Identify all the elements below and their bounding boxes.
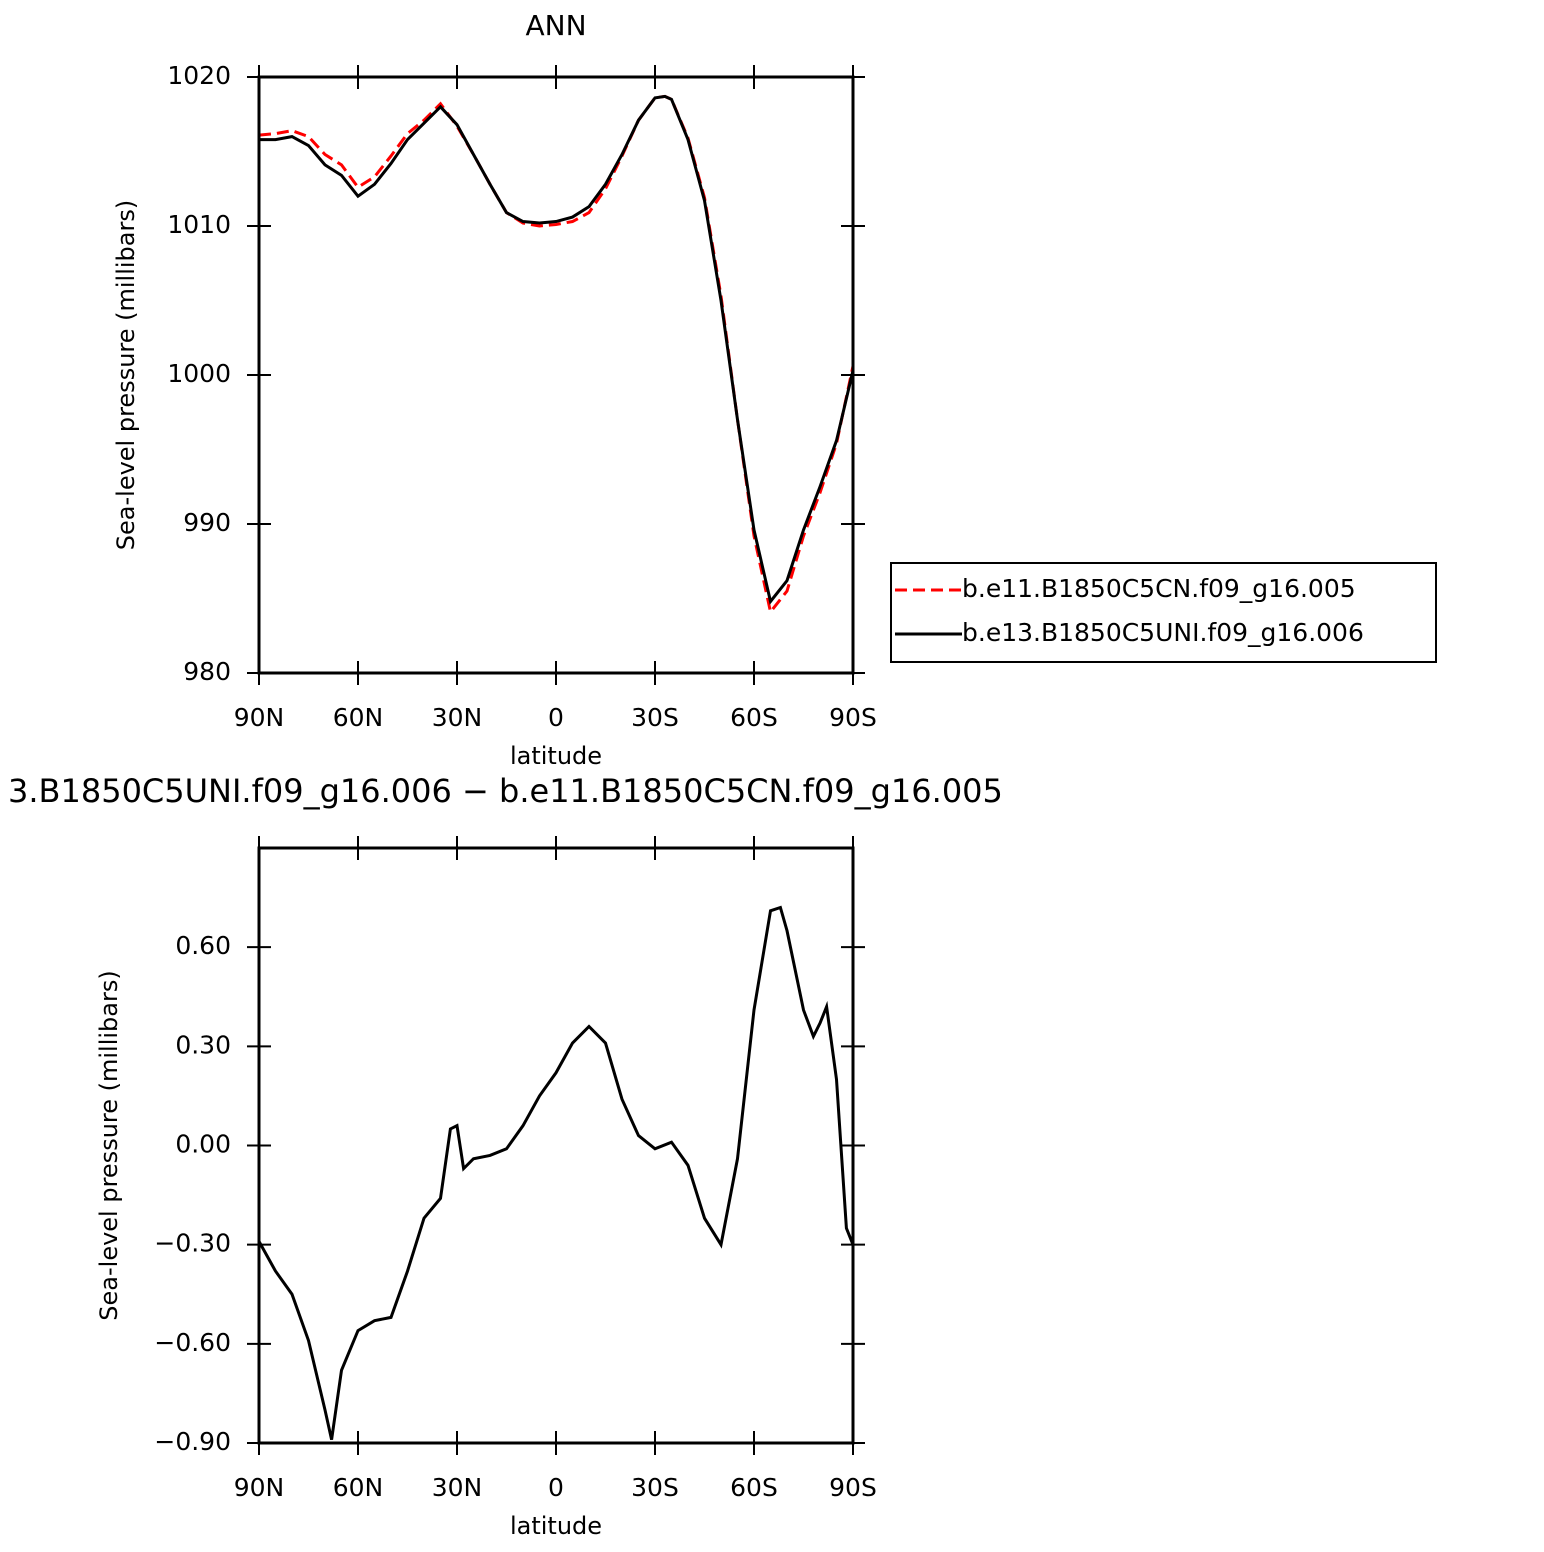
y-axis-label: Sea-level pressure (millibars) xyxy=(112,200,140,550)
y-tick-label: 980 xyxy=(183,657,231,686)
x-tick-label: 0 xyxy=(548,703,564,732)
x-tick-label: 30S xyxy=(631,1473,679,1502)
chart-title: ANN xyxy=(525,9,586,42)
y-tick-label: 1010 xyxy=(167,210,231,239)
y-tick-label: 1020 xyxy=(167,61,231,90)
x-tick-label: 90N xyxy=(234,1473,285,1502)
x-axis-label: latitude xyxy=(510,1512,602,1540)
legend-box xyxy=(890,562,1437,663)
y-axis-label: Sea-level pressure (millibars) xyxy=(95,970,123,1320)
y-tick-label: 1000 xyxy=(167,359,231,388)
legend-label: b.e13.B1850C5UNI.f09_g16.006 xyxy=(962,618,1364,647)
x-axis-label: latitude xyxy=(510,742,602,770)
y-tick-label: −0.60 xyxy=(154,1328,231,1357)
y-tick-label: 990 xyxy=(183,508,231,537)
x-tick-label: 30N xyxy=(432,703,483,732)
x-tick-label: 60S xyxy=(730,703,778,732)
x-tick-label: 30N xyxy=(432,1473,483,1502)
y-tick-label: −0.90 xyxy=(154,1427,231,1456)
x-tick-label: 90S xyxy=(829,703,877,732)
data-line xyxy=(257,905,855,1441)
y-tick-label: 0.00 xyxy=(175,1130,231,1159)
x-tick-label: 60S xyxy=(730,1473,778,1502)
y-tick-label: 0.60 xyxy=(175,931,231,960)
x-tick-label: 90S xyxy=(829,1473,877,1502)
data-line xyxy=(259,94,855,605)
chart-title: 3.B1850C5UNI.f09_g16.006 − b.e11.B1850C5… xyxy=(8,772,1003,810)
x-tick-label: 60N xyxy=(333,703,384,732)
y-tick-label: 0.30 xyxy=(175,1030,231,1059)
x-tick-label: 90N xyxy=(234,703,285,732)
x-tick-label: 0 xyxy=(548,1473,564,1502)
legend-label: b.e11.B1850C5CN.f09_g16.005 xyxy=(962,574,1356,603)
x-tick-label: 30S xyxy=(631,703,679,732)
y-tick-label: −0.30 xyxy=(154,1229,231,1258)
x-tick-label: 60N xyxy=(333,1473,384,1502)
data-line xyxy=(258,94,855,616)
plot-frame xyxy=(257,75,855,675)
plot-frame xyxy=(257,846,855,1445)
